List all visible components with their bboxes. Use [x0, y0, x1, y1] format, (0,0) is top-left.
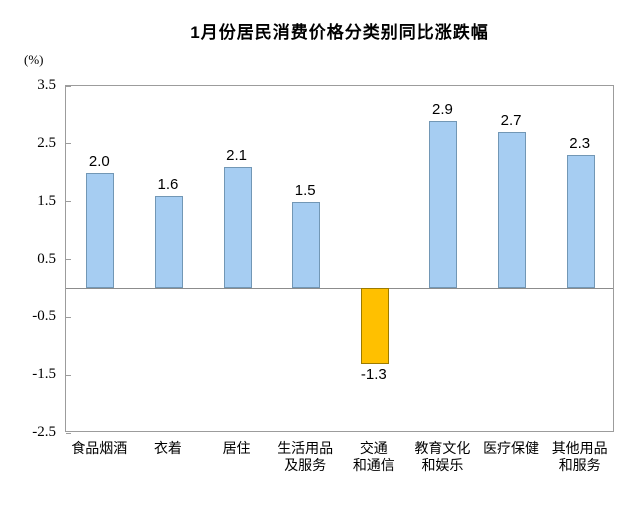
x-category-label: 交通 和通信 [352, 440, 395, 473]
bar-2 [154, 195, 183, 289]
y-tick-mark [66, 316, 71, 318]
x-category-label: 教育文化 和娱乐 [414, 440, 471, 473]
x-category-label: 生活用品 及服务 [277, 440, 334, 473]
bar-4 [292, 201, 321, 289]
x-category-label: 医疗保健 [483, 440, 540, 456]
y-tick-label: 3.5 [37, 77, 56, 93]
y-tick-label: 0.5 [37, 250, 56, 267]
y-tick-label: 1.5 [37, 192, 56, 209]
x-category-label: 食品烟酒 [71, 440, 128, 456]
bar-3 [223, 166, 252, 289]
bar-value-label: 1.5 [294, 181, 316, 199]
y-tick-mark [66, 432, 71, 434]
bar-7 [498, 132, 527, 289]
bar-value-label: -1.3 [360, 365, 387, 383]
y-tick-label: -2.5 [32, 424, 56, 440]
y-tick-label: -1.5 [32, 366, 56, 383]
x-category-label: 衣着 [153, 440, 182, 456]
y-tick-mark [66, 85, 71, 87]
plot-area [65, 85, 614, 434]
bar-value-label: 2.7 [500, 112, 522, 130]
bar-1 [86, 172, 115, 289]
y-tick-mark [66, 374, 71, 376]
y-tick-label: 2.5 [37, 134, 56, 151]
y-axis-unit-label: (%) [24, 52, 44, 67]
zero-axis-line [66, 287, 613, 289]
y-tick-label: -0.5 [32, 308, 56, 325]
bar-value-label: 2.1 [226, 146, 247, 164]
x-category-label: 其他用品 和服务 [551, 440, 608, 473]
y-tick-mark [66, 143, 71, 145]
x-category-label: 居住 [222, 440, 251, 456]
bar-value-label: 1.6 [157, 175, 179, 193]
y-tick-mark [66, 201, 71, 203]
y-tick-mark [66, 259, 71, 260]
bar-8 [566, 155, 595, 289]
bar-5 [360, 288, 389, 364]
chart-title: 1月份居民消费价格分类别同比涨跌幅 [190, 23, 489, 42]
bar-value-label: 2.3 [569, 135, 591, 153]
bar-value-label: 2.9 [432, 100, 453, 118]
bar-value-label: 2.0 [88, 152, 110, 170]
bar-6 [429, 120, 458, 289]
